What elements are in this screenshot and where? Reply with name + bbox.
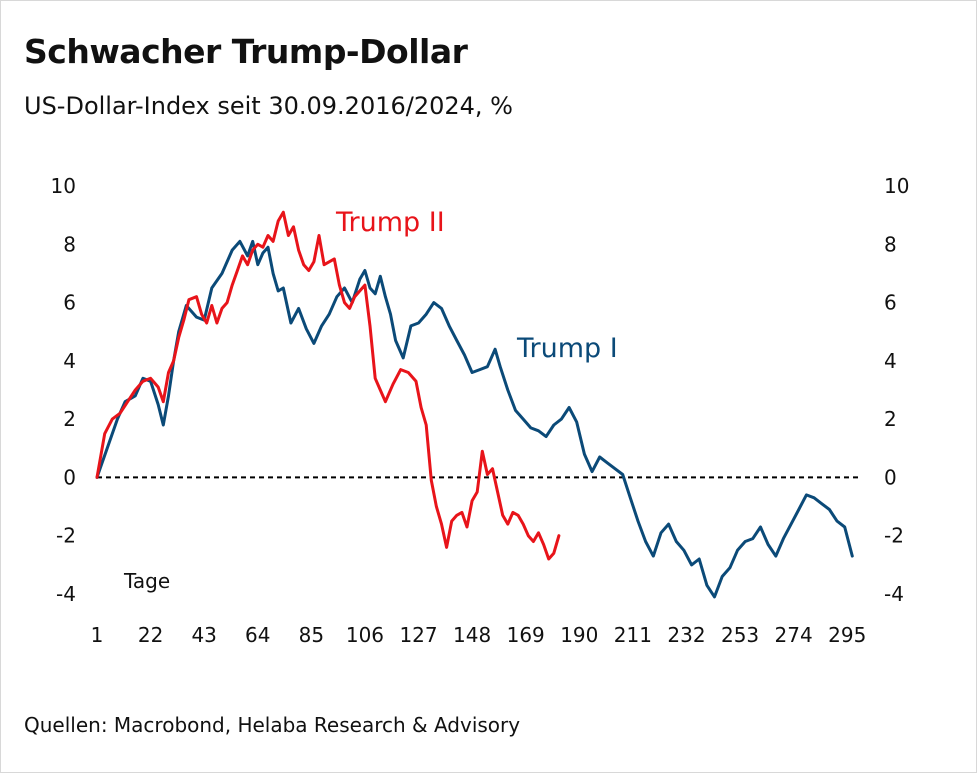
y-axis-right: 10 8 6 4 2 0 -2 -4 [884, 174, 909, 606]
y-tick-right: 0 [884, 465, 897, 489]
chart-title: Schwacher Trump-Dollar [24, 32, 468, 71]
x-axis-label: Tage [123, 569, 170, 593]
series-line-trump-ii [95, 210, 561, 561]
y-tick-left: 8 [63, 232, 76, 256]
y-tick-left: 2 [63, 407, 76, 431]
y-tick-left: -4 [56, 582, 76, 606]
x-tick: 106 [346, 623, 384, 647]
y-tick-right: 4 [884, 349, 897, 373]
x-tick: 190 [560, 623, 598, 647]
x-tick: 169 [507, 623, 545, 647]
x-tick: 1 [91, 623, 104, 647]
x-tick: 43 [191, 623, 216, 647]
y-tick-left: 4 [63, 349, 76, 373]
x-tick: 211 [614, 623, 652, 647]
y-tick-left: 0 [63, 465, 76, 489]
y-axis-left: 10 8 6 4 2 0 -2 -4 [51, 174, 76, 606]
x-tick: 253 [721, 623, 759, 647]
y-tick-left: 10 [51, 174, 76, 198]
series-label-trump-ii: Trump II [335, 207, 445, 238]
y-tick-right: 6 [884, 291, 897, 315]
y-tick-right: -2 [884, 524, 904, 548]
x-tick: 64 [245, 623, 270, 647]
source-note: Quellen: Macrobond, Helaba Research & Ad… [24, 713, 521, 737]
x-tick: 85 [299, 623, 324, 647]
x-tick: 22 [138, 623, 163, 647]
series-line-trump-i [95, 239, 854, 599]
y-tick-left: -2 [56, 524, 76, 548]
x-tick: 232 [667, 623, 705, 647]
y-tick-right: 10 [884, 174, 909, 198]
y-tick-right: 8 [884, 232, 897, 256]
y-tick-left: 6 [63, 291, 76, 315]
x-tick: 295 [828, 623, 866, 647]
series-layer [95, 210, 854, 599]
chart-subtitle: US-Dollar-Index seit 30.09.2016/2024, % [24, 92, 513, 120]
x-tick: 127 [399, 623, 437, 647]
x-axis: 1 22 43 64 85 106 127 148 169 190 211 232 253 274 295 [91, 623, 867, 647]
x-tick: 148 [453, 623, 491, 647]
y-tick-right: -4 [884, 582, 904, 606]
series-label-trump-i: Trump I [516, 333, 618, 364]
y-tick-right: 2 [884, 407, 897, 431]
x-tick: 274 [775, 623, 813, 647]
